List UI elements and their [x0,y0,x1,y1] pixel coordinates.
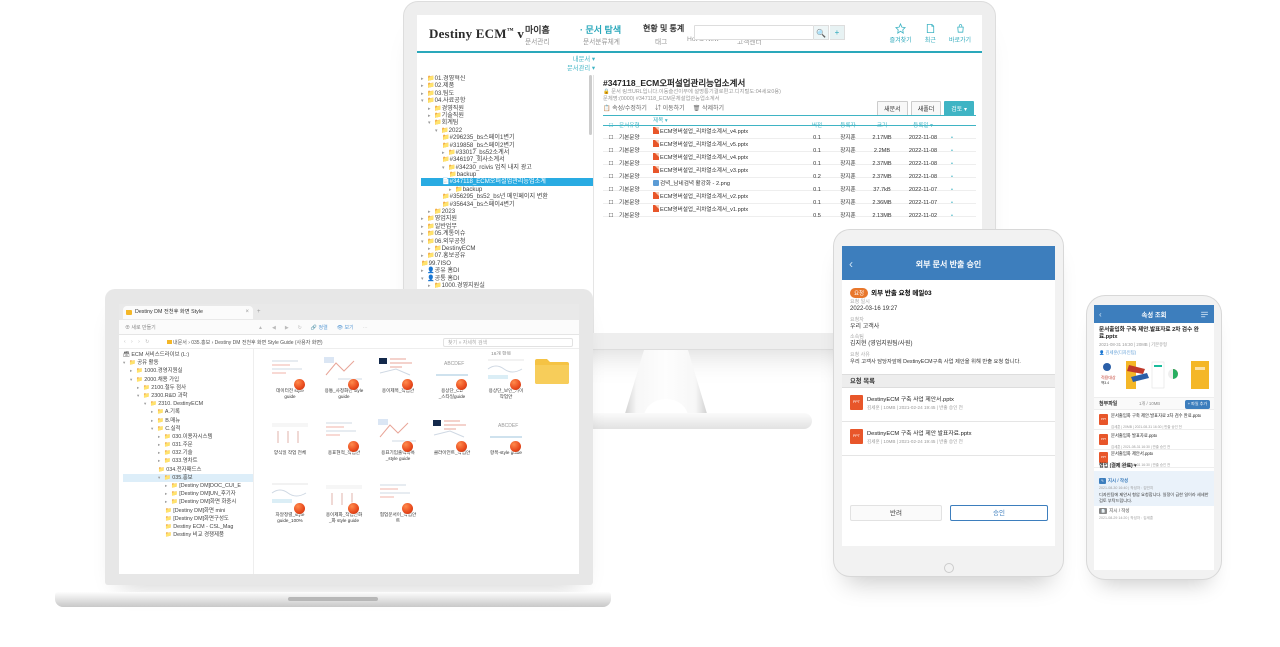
svg-text:ABCDEF: ABCDEF [498,423,518,429]
svg-text:맥3.4: 맥3.4 [1101,380,1109,385]
svg-text:ABCDEF: ABCDEF [444,361,464,367]
svg-text:적용대상: 적용대상 [1101,374,1116,380]
